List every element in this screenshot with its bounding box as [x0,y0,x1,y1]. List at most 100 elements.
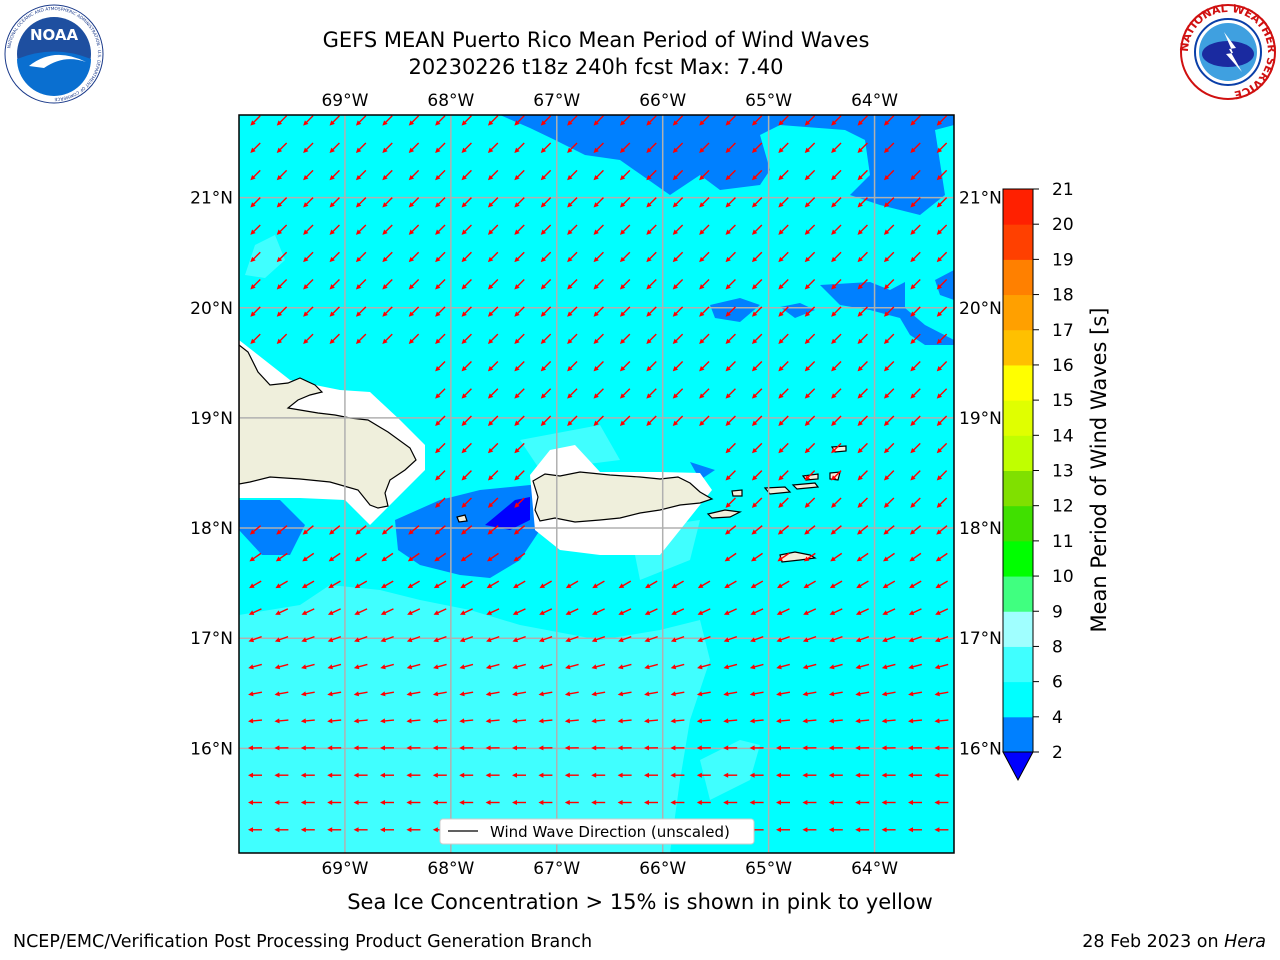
wind-arrow-303 [435,442,446,454]
wind-arrow-576 [380,772,394,778]
wind-arrow-424 [644,608,658,615]
wind-arrow-293 [699,415,710,426]
wind-arrow-499 [485,691,500,697]
wind-arrow-565 [802,745,817,751]
land-areas [239,344,847,563]
wind-arrow-623 [908,800,922,805]
wind-arrow-107 [936,197,948,208]
wind-arrow-607 [485,800,500,805]
wind-arrow-506 [670,691,685,697]
wind-arrow-612 [617,800,632,805]
wind-arrow-481 [723,663,738,670]
wind-arrow-590 [749,772,764,778]
wind-arrow-210 [804,306,816,317]
noaa-logo-text: NOAA [30,26,79,44]
wind-arrow-226 [514,333,525,345]
wind-arrow-618 [776,800,790,805]
axis-labels: 69°W 69°W 68°W 68°W 67°W 67°W 66°W 66°W 65°W 65°W… [190,91,1002,879]
wind-arrow-650 [908,827,922,833]
wind-arrow-272 [672,388,684,399]
wind-arrow-104 [857,197,868,208]
wind-arrow-559 [644,745,659,751]
wind-arrow-572 [274,772,289,778]
right-lat-label-0: 21°N [959,189,1002,209]
wind-arrow-399 [697,580,711,589]
wind-arrow-47 [778,142,789,153]
wind-arrow-368 [407,552,420,562]
wind-arrow-42 [646,142,657,153]
wind-arrow-532 [644,718,659,724]
wind-arrow-142 [435,251,446,263]
wind-arrow-299 [857,415,868,426]
wind-arrow-365 [328,552,341,562]
wind-arrow-114 [408,224,420,235]
wind-arrow-158 [857,251,868,263]
wind-arrow-462 [934,635,949,643]
wind-arrow-143 [461,251,472,263]
wind-arrow-133 [910,224,921,235]
wind-arrow-246 [514,360,525,372]
colorbar-tick-label-12: 17 [1052,321,1074,341]
wind-arrow-617 [749,800,764,805]
wind-arrow-431 [829,608,843,615]
wind-arrow-109 [276,224,288,235]
wind-arrow-161 [936,251,948,263]
wind-arrow-243 [435,360,446,372]
wind-arrow-213 [883,306,895,317]
wind-arrow-231 [646,333,657,345]
wind-arrow-542 [908,718,923,724]
virgin-island-2 [791,482,820,490]
wind-arrow-389 [433,580,447,589]
colorbar-segment-11 [1003,329,1033,366]
wind-arrow-84 [329,197,340,208]
wind-arrow-513 [855,691,870,697]
wind-arrow-234 [725,333,736,345]
wind-arrow-240 [883,333,895,345]
wind-arrow-561 [696,745,711,751]
wind-arrow-1 [276,115,288,126]
right-lat-label-5: 16°N [959,739,1002,759]
wind-arrow-447 [538,635,553,643]
wind-arrow-306 [514,442,525,454]
wind-arrow-548 [353,745,368,751]
vieques-island [706,509,743,519]
colorbar-segment-3 [1003,611,1033,647]
wind-arrow-403 [803,580,816,589]
wind-arrow-228 [567,333,578,345]
wind-arrow-219 [329,333,340,345]
wind-arrow-121 [593,224,604,235]
wind-arrow-263 [435,388,446,399]
wind-arrow-214 [910,306,921,317]
wind-arrow-608 [512,800,526,805]
wind-arrow-537 [776,718,791,724]
wind-arrow-182 [778,279,789,290]
colorbar-tick-label-6: 11 [1052,532,1074,552]
wind-arrow-52 [910,142,921,153]
wind-arrow-377 [830,552,843,562]
wind-arrow-616 [723,800,738,805]
wind-arrow-137 [303,251,314,263]
chart-title: GEFS MEAN Puerto Rico Mean Period of Win… [322,28,870,52]
wind-arrow-556 [564,745,579,751]
wind-arrow-25 [910,115,921,126]
bottom-lon-label-1: 68°W [427,859,474,879]
wind-arrow-336 [804,497,816,508]
wind-arrow-11 [540,115,552,126]
wind-arrow-108 [250,224,261,235]
wind-arrow-174 [567,279,578,290]
wind-arrow-649 [881,827,896,833]
wind-arrow-247 [540,360,552,372]
wind-arrow-162 [250,279,261,290]
noaa-logo: NOAA NATIONAL OCEANIC AND ATMOSPHERIC AD… [4,4,104,104]
wind-arrow-411 [301,608,315,615]
wind-arrow-206 [699,306,710,317]
wind-arrow-521 [353,718,368,724]
wind-arrow-402 [777,580,790,589]
wind-arrow-74 [778,169,789,181]
wind-arrow-524 [432,718,447,724]
wind-arrow-116 [461,224,472,235]
wind-arrow-595 [881,772,896,778]
wind-arrow-204 [646,306,657,317]
wind-arrow-540 [855,718,870,724]
wind-arrow-267 [540,388,552,399]
